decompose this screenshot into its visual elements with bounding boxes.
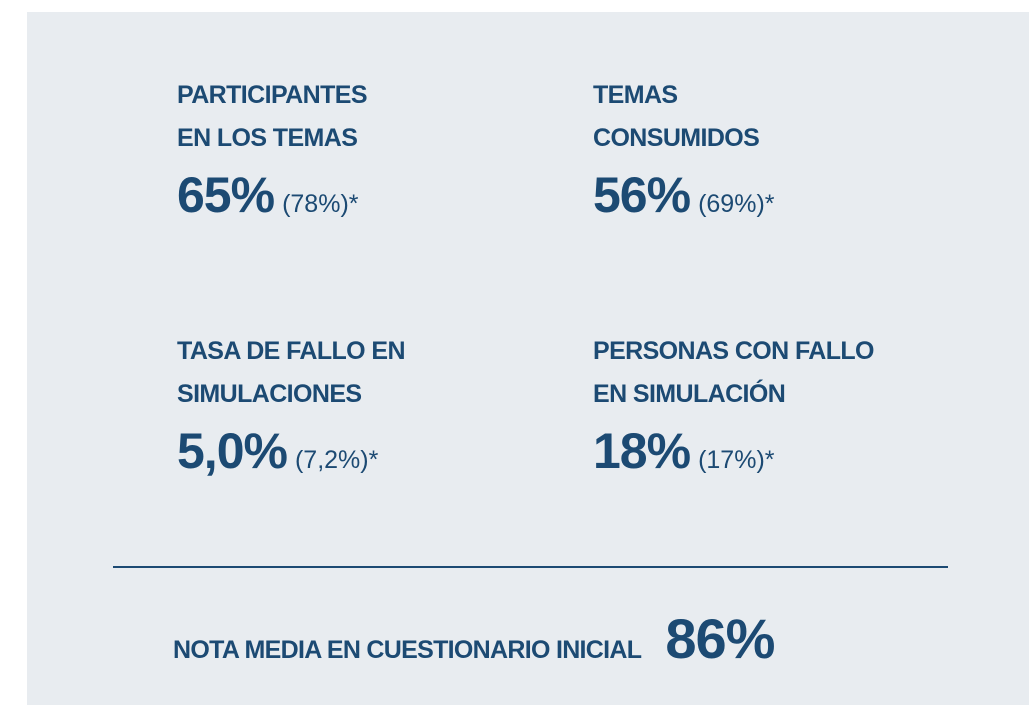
metric-label: EN SIMULACIÓN (593, 380, 786, 408)
summary: NOTA MEDIA EN CUESTIONARIO INICIAL 86% (173, 606, 775, 672)
metric-value: 5,0% (177, 423, 288, 479)
metric-label: PERSONAS CON FALLO (593, 337, 874, 365)
panel (27, 12, 1029, 705)
metric-comparison: (69%)* (698, 190, 775, 218)
metric-label: CONSUMIDOS (593, 124, 760, 152)
metric-comparison: (78%)* (282, 190, 359, 218)
metric-label: EN LOS TEMAS (177, 124, 358, 152)
metric-value-row: 18% (17%)* (593, 422, 874, 480)
divider (113, 566, 948, 568)
metric-value-row: 56% (69%)* (593, 166, 775, 224)
metric: TEMAS CONSUMIDOS 56% (69%)* (593, 74, 775, 224)
metric: TASA DE FALLO EN SIMULACIONES 5,0% (7,2%)* (177, 330, 406, 480)
metric-comparison: (17%)* (698, 446, 775, 474)
metric-value: 18% (593, 423, 691, 479)
metric-value-row: 5,0% (7,2%)* (177, 422, 405, 480)
summary-value: 86% (665, 607, 775, 670)
metric-label: PARTICIPANTES (177, 81, 368, 109)
metric-label: TASA DE FALLO EN (177, 337, 406, 365)
metric: PERSONAS CON FALLO EN SIMULACIÓN 18% (17%)* (593, 330, 874, 480)
metric-value: 65% (177, 167, 275, 223)
metric-comparison: (7,2%)* (294, 446, 379, 474)
metric-label: TEMAS (593, 81, 678, 109)
metric: PARTICIPANTES EN LOS TEMAS 65% (78%)* (177, 74, 368, 224)
summary-label: NOTA MEDIA EN CUESTIONARIO INICIAL (173, 636, 642, 664)
metric-value: 56% (593, 167, 691, 223)
metric-label: SIMULACIONES (177, 380, 362, 408)
metric-value-row: 65% (78%)* (177, 166, 367, 224)
